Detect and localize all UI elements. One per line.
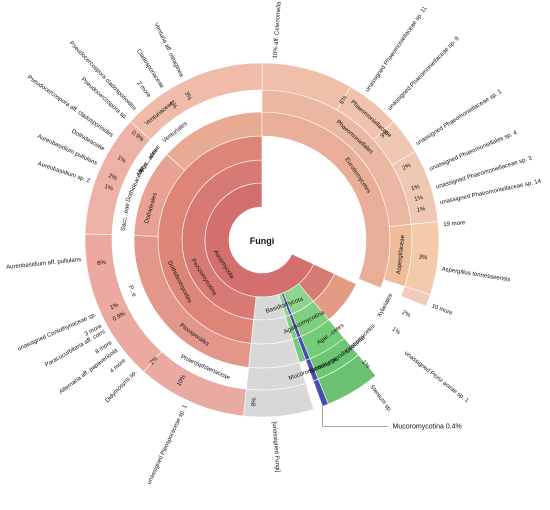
leaf-label: 1% bbox=[116, 155, 127, 165]
leaf-label: 4 more bbox=[109, 357, 128, 374]
leaf-label: Dothideaceae bbox=[70, 129, 106, 153]
leaf-label: 8% bbox=[97, 260, 107, 267]
root-label: Fungi bbox=[250, 236, 275, 246]
ring-label: Sacc...eae bbox=[121, 202, 132, 232]
sunburst-segment[interactable] bbox=[312, 378, 329, 407]
sunburst-segment[interactable] bbox=[404, 221, 440, 296]
leaf-label: 2% bbox=[149, 355, 160, 366]
leaf-label: 1% bbox=[109, 302, 120, 311]
sunburst-segment[interactable] bbox=[248, 339, 300, 369]
leaf-label: 2% bbox=[402, 162, 413, 172]
leaf-label: 1% bbox=[390, 327, 401, 337]
leaf-label: 2% bbox=[401, 310, 412, 320]
leaf-label: 1% bbox=[360, 359, 371, 370]
sunburst-segment[interactable] bbox=[243, 383, 315, 418]
ring-label: Aspergillaceae bbox=[396, 234, 406, 274]
callout-line bbox=[322, 406, 388, 427]
leaf-label: 1% bbox=[414, 195, 425, 203]
leaf-label: 1% bbox=[410, 184, 421, 193]
sunburst-segment[interactable] bbox=[130, 62, 263, 141]
leaf-label: 10% bbox=[176, 374, 188, 388]
leaf-label: 1% bbox=[103, 184, 114, 193]
leaf-label: Aspergillus tennesseensis bbox=[441, 266, 510, 283]
leaf-label: 10% aff. Celeriomella sp. 11 bbox=[273, 0, 284, 59]
leaf-label: 2 more bbox=[135, 81, 152, 100]
leaf-label: [unassigned Fungi] bbox=[271, 421, 281, 472]
leaf-label: 2% bbox=[107, 173, 118, 182]
leaf-label: Aureobasidium sp. 2 bbox=[37, 161, 91, 185]
leaf-label: 19 more bbox=[443, 220, 466, 228]
leaf-label: 6% bbox=[339, 94, 349, 105]
leaf-label: unassigned Phaeomoniellaceae sp. 1 bbox=[415, 89, 503, 147]
leaf-label: 8% bbox=[251, 397, 257, 407]
leaf-label: 10 more bbox=[430, 303, 453, 317]
leaf-label: Venturia aff. oleaginea bbox=[152, 22, 184, 79]
leaf-label: 3% bbox=[418, 254, 428, 261]
leaf-label: unassigned Pleosporaceae sp. 1 bbox=[146, 404, 189, 486]
center-hole bbox=[229, 207, 295, 273]
ring-label: Xylariales bbox=[377, 293, 395, 319]
leaf-label: Aureobasidium aff. pullulans bbox=[6, 257, 81, 271]
leaf-label: 1% bbox=[416, 206, 426, 214]
leaf-label: unassigned Peziz aceae sp. 1 bbox=[403, 350, 470, 404]
leaf-label: Pseudocercospora aff. cladosporioides bbox=[26, 75, 114, 139]
ring-label: P...e bbox=[127, 285, 137, 299]
leaf-label: 3% bbox=[380, 129, 391, 140]
leaf-label: Didymosyris sp. bbox=[105, 369, 139, 404]
callout-label: Mucoromycotina 0.4% bbox=[393, 423, 462, 430]
leaf-label: Stereum sp. bbox=[368, 384, 392, 414]
leaf-label: 1% bbox=[168, 99, 178, 110]
leaf-label: 3% bbox=[183, 91, 193, 102]
